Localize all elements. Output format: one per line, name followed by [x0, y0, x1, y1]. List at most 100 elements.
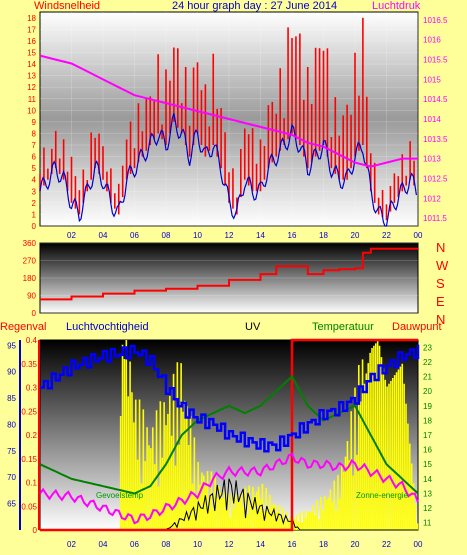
lower-time-tick-label: 04	[99, 540, 108, 549]
rain-tick-label: 0.15	[21, 455, 37, 464]
humidity-tick-label: 75	[7, 447, 16, 456]
humidity-line	[40, 344, 420, 453]
rain-tick-label: 0.05	[21, 502, 37, 511]
lower-time-tick-label: 22	[382, 540, 391, 549]
chart-title: 24 hour graph day : 27 June 2014	[172, 0, 338, 12]
solar-energy-label: Zonne-energie	[356, 491, 409, 500]
time-tick-label: 20	[351, 231, 360, 240]
wind-tick-label: 0	[32, 222, 37, 231]
time-tick-label: 00	[414, 231, 423, 240]
time-tick-label: 18	[319, 231, 328, 240]
time-tick-label: 08	[162, 231, 171, 240]
wind-tick-label: 11	[28, 95, 37, 104]
wind-tick-label: 17	[27, 25, 36, 34]
temperature-tick-label: 23	[423, 343, 432, 352]
pressure-tick-label: 1016.5	[423, 16, 448, 25]
humidity-tick-label: 95	[7, 341, 16, 350]
feels-like-label: Gevoelstemp	[96, 491, 144, 500]
pressure-line	[39, 54, 418, 168]
compass-n1: N	[436, 240, 446, 255]
rain-tick-label: 0.1	[26, 479, 38, 488]
temperature-tick-label: 16	[423, 446, 432, 455]
temperature-tick-label: 17	[423, 431, 432, 440]
temperature-tick-label: 11	[423, 519, 432, 528]
pressure-tick-label: 1013	[423, 155, 441, 164]
wind-tick-label: 6	[32, 153, 37, 162]
rain-label: Regenval	[0, 321, 47, 333]
humidity-tick-label: 85	[7, 394, 16, 403]
temperature-tick-label: 14	[423, 475, 432, 484]
lower-time-tick-label: 14	[256, 540, 265, 549]
humidity-label: Luchtvochtigheid	[66, 321, 149, 333]
rain-tick-label: 0.25	[21, 407, 37, 416]
wind-tick-label: 5	[32, 164, 37, 173]
pressure-tick-label: 1012	[423, 194, 441, 203]
lower-time-tick-label: 02	[67, 540, 76, 549]
time-tick-label: 06	[130, 231, 139, 240]
lower-time-tick-label: 12	[225, 540, 234, 549]
lower-time-tick-label: 16	[288, 540, 297, 549]
direction-tick-label: 90	[27, 292, 36, 301]
dewpoint-line	[39, 452, 419, 525]
pressure-tick-label: 1016	[423, 36, 441, 45]
time-tick-label: 22	[382, 231, 391, 240]
temperature-tick-label: 12	[423, 504, 432, 513]
wind-tick-label: 15	[27, 48, 36, 57]
compass-e: E	[436, 294, 445, 309]
pressure-tick-label: 1015.5	[423, 56, 448, 65]
rain-tick-label: 0.2	[26, 431, 38, 440]
wind-tick-label: 12	[27, 83, 36, 92]
temperature-label: Temperatuur	[312, 321, 374, 333]
humidity-tick-label: 80	[7, 420, 16, 429]
temperature-tick-label: 15	[423, 460, 432, 469]
humidity-tick-label: 65	[7, 500, 16, 509]
lower-time-tick-label: 06	[130, 540, 139, 549]
direction-tick-label: 360	[23, 239, 37, 248]
temperature-tick-label: 13	[423, 489, 432, 498]
wind-tick-label: 2	[32, 199, 37, 208]
compass-n2: N	[436, 312, 446, 327]
pressure-tick-label: 1012.5	[423, 174, 448, 183]
direction-tick-label: 180	[23, 274, 37, 283]
temperature-tick-label: 22	[423, 358, 432, 367]
dewpoint-label: Dauwpunt	[392, 321, 442, 333]
uv-label: UV	[245, 321, 261, 333]
pressure-tick-label: 1013.5	[423, 135, 448, 144]
wind-tick-label: 18	[27, 14, 36, 23]
temperature-tick-label: 18	[423, 416, 432, 425]
wind-tick-label: 16	[27, 37, 36, 46]
pressure-tick-label: 1014	[423, 115, 441, 124]
pressure-label: Luchtdruk	[372, 0, 421, 12]
rain-tick-label: 0.3	[26, 384, 38, 393]
direction-plot-background	[39, 242, 419, 314]
rain-tick-label: 0.35	[21, 360, 37, 369]
lower-time-tick-label: 18	[319, 540, 328, 549]
temperature-tick-label: 19	[423, 402, 432, 411]
rain-tick-label: 0	[33, 526, 38, 535]
wind-tick-label: 8	[32, 129, 37, 138]
lower-time-tick-label: 08	[162, 540, 171, 549]
pressure-tick-label: 1011.5	[423, 214, 447, 223]
rain-tick-label: 0.4	[26, 336, 38, 345]
wind-tick-label: 4	[32, 176, 37, 185]
lower-time-tick-label: 00	[414, 540, 423, 549]
wind-tick-label: 1	[32, 210, 37, 219]
compass-s: S	[436, 276, 445, 291]
wind-tick-label: 9	[32, 118, 37, 127]
pressure-tick-label: 1015	[423, 75, 441, 84]
time-tick-label: 04	[99, 231, 108, 240]
wind-tick-label: 3	[32, 187, 37, 196]
direction-tick-label: 0	[32, 309, 37, 318]
wind-tick-label: 7	[32, 141, 37, 150]
time-tick-label: 14	[256, 231, 265, 240]
time-tick-label: 02	[67, 231, 76, 240]
time-tick-label: 16	[288, 231, 297, 240]
time-tick-label: 12	[225, 231, 234, 240]
direction-tick-label: 270	[23, 257, 37, 266]
compass-w: W	[436, 258, 449, 273]
humidity-tick-label: 90	[7, 368, 16, 377]
lower-time-tick-label: 10	[193, 540, 202, 549]
pressure-tick-label: 1014.5	[423, 95, 448, 104]
wind-average-line	[39, 113, 417, 227]
